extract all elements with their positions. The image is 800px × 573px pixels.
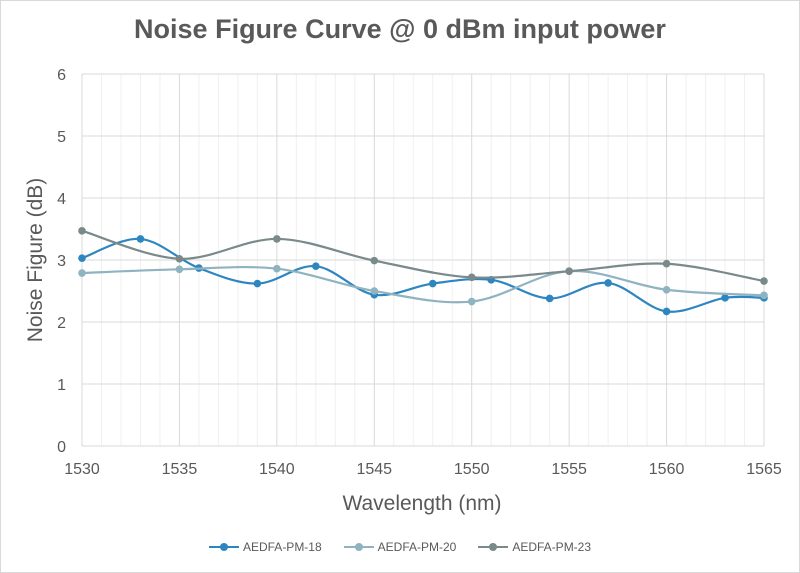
series-line-aedfa-pm-18 <box>81 237 765 313</box>
y-tick-label: 2 <box>57 315 66 332</box>
data-point-aedfa-pm-23 <box>273 235 281 243</box>
data-point-aedfa-pm-20 <box>467 297 476 306</box>
data-point-aedfa-pm-23 <box>78 227 86 235</box>
x-tick-label: 1555 <box>551 461 587 478</box>
chart-title: Noise Figure Curve @ 0 dBm input power <box>134 14 666 44</box>
y-axis-title: Noise Figure (dB) <box>24 178 47 343</box>
legend-swatch <box>208 542 239 552</box>
data-point-aedfa-pm-20 <box>175 265 184 274</box>
data-point-aedfa-pm-20 <box>760 291 768 300</box>
data-point-aedfa-pm-20 <box>273 264 281 273</box>
data-point-aedfa-pm-23 <box>760 277 768 285</box>
legend-label: AEDFA-PM-20 <box>377 540 457 554</box>
x-axis-title: Wavelength (nm) <box>342 492 501 515</box>
data-point-aedfa-pm-20 <box>370 287 379 295</box>
data-point-aedfa-pm-18 <box>312 262 320 271</box>
legend-item: AEDFA-PM-18 <box>208 540 322 554</box>
data-point-aedfa-pm-18 <box>136 235 145 243</box>
data-point-aedfa-pm-23 <box>565 267 573 275</box>
y-tick-label: 6 <box>57 67 66 84</box>
y-tick-label: 3 <box>57 253 66 270</box>
data-point-aedfa-pm-18 <box>428 279 437 288</box>
data-point-aedfa-pm-18 <box>662 307 671 316</box>
x-tick-label: 1550 <box>454 461 490 478</box>
y-tick-label: 0 <box>57 439 66 456</box>
legend-label: AEDFA-PM-23 <box>512 540 592 554</box>
series-line-aedfa-pm-23 <box>81 229 765 283</box>
data-point-aedfa-pm-18 <box>78 254 86 262</box>
data-point-aedfa-pm-23 <box>175 254 184 263</box>
x-tick-label: 1535 <box>162 461 198 478</box>
legend-swatch <box>478 542 509 552</box>
data-point-aedfa-pm-18 <box>721 294 729 302</box>
data-point-aedfa-pm-18 <box>545 294 554 303</box>
x-tick-label: 1540 <box>259 461 295 478</box>
x-tick-label: 1565 <box>746 461 782 478</box>
y-tick-label: 4 <box>57 191 66 208</box>
x-tick-label: 1530 <box>64 461 100 478</box>
data-point-aedfa-pm-23 <box>662 259 671 268</box>
data-point-aedfa-pm-20 <box>662 285 671 294</box>
x-tick-label: 1545 <box>356 461 392 478</box>
data-point-aedfa-pm-23 <box>467 273 476 282</box>
y-tick-label: 5 <box>57 129 66 146</box>
data-point-aedfa-pm-18 <box>604 279 612 287</box>
x-tick-label: 1560 <box>649 461 685 478</box>
data-point-aedfa-pm-18 <box>253 279 262 288</box>
data-point-aedfa-pm-20 <box>78 269 86 277</box>
chart-legend: AEDFA-PM-18 AEDFA-PM-20 AEDFA-PM-23 <box>0 540 800 554</box>
data-point-aedfa-pm-23 <box>370 256 379 265</box>
y-tick-label: 1 <box>57 377 66 394</box>
legend-item: AEDFA-PM-20 <box>343 540 457 554</box>
legend-item: AEDFA-PM-23 <box>478 540 591 554</box>
legend-label: AEDFA-PM-18 <box>242 540 322 554</box>
series-line-aedfa-pm-20 <box>81 265 765 304</box>
legend-swatch <box>343 542 374 552</box>
